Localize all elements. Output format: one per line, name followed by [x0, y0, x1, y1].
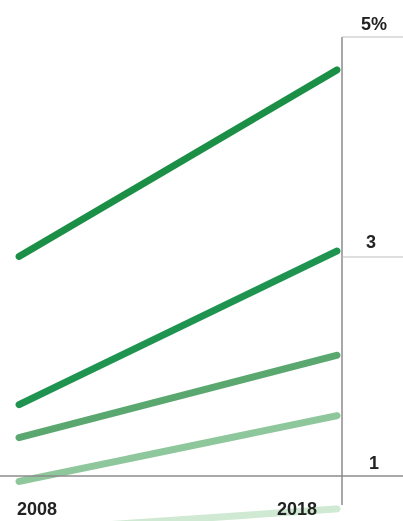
text-layer: 5% 3 1 2008 2018 — [17, 14, 387, 519]
y-tick-label-3: 3 — [366, 232, 376, 252]
series-line-5 — [111, 505, 341, 521]
series-line-1 — [15, 66, 341, 260]
series-line-2 — [15, 247, 341, 409]
series-line-4 — [15, 412, 341, 485]
series-line-3 — [15, 351, 341, 442]
y-tick-label-1: 1 — [369, 453, 379, 473]
y-tick-label-5: 5% — [361, 14, 387, 34]
axis-layer — [0, 36, 403, 505]
series-layer — [15, 66, 341, 521]
x-tick-label-2018: 2018 — [277, 499, 317, 519]
x-tick-label-2008: 2008 — [17, 499, 57, 519]
